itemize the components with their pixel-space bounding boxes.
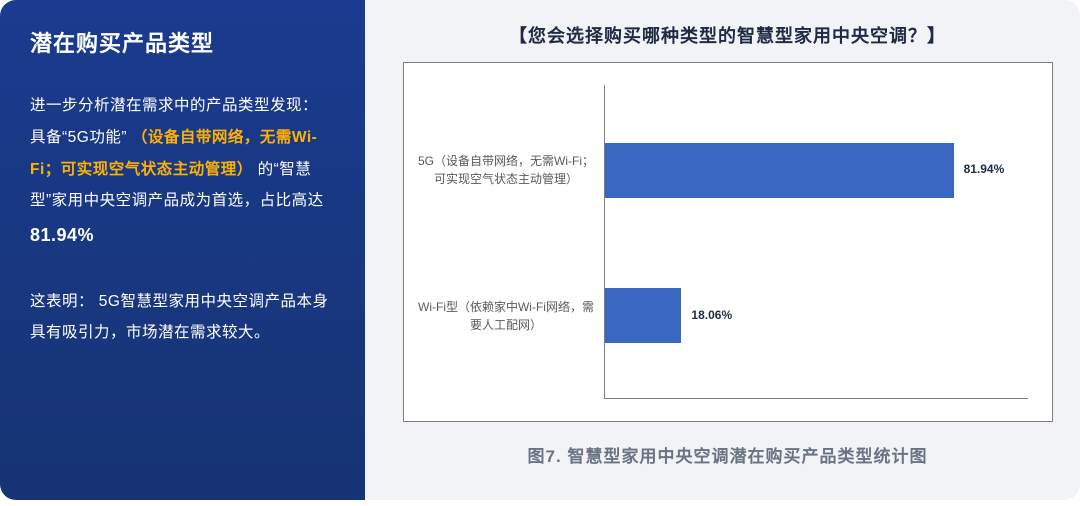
- side-title: 潜在购买产品类型: [30, 26, 339, 58]
- page: 潜在购买产品类型 进一步分析潜在需求中的产品类型发现： 具备“5G功能” （设备…: [0, 0, 1080, 500]
- chart-title: 【您会选择购买哪种类型的智慧型家用中央空调？】: [385, 22, 1070, 48]
- side-p1a: 进一步分析潜在需求中的产品类型发现：: [30, 97, 318, 114]
- side-p1b-pre: 具备“5G功能”: [30, 129, 127, 146]
- chart-box: 5G（设备自带网络，无需Wi-Fi；可实现空气状态主动管理） 81.94% Wi-F…: [403, 62, 1053, 422]
- chart-value-label: 18.06%: [691, 308, 732, 322]
- side-body: 进一步分析潜在需求中的产品类型发现： 具备“5G功能” （设备自带网络，无需Wi…: [30, 90, 339, 349]
- chart-value-label: 81.94%: [964, 162, 1005, 176]
- main-panel: 【您会选择购买哪种类型的智慧型家用中央空调？】 5G（设备自带网络，无需Wi-F…: [365, 0, 1080, 500]
- chart-category-label: 5G（设备自带网络，无需Wi-Fi；可实现空气状态主动管理）: [414, 152, 599, 188]
- chart-category-label: Wi-Fi型（依赖家中Wi-Fi网络，需要人工配网）: [414, 298, 599, 334]
- chart-bar: [605, 288, 682, 343]
- chart-caption: 图7. 智慧型家用中央空调潜在购买产品类型统计图: [385, 442, 1070, 467]
- side-p2: 这表明： 5G智慧型家用中央空调产品本身具有吸引力，市场潜在需求较大。: [30, 293, 329, 342]
- chart-bars: 5G（设备自带网络，无需Wi-Fi；可实现空气状态主动管理） 81.94% Wi-F…: [404, 63, 1052, 421]
- chart-bar: [605, 143, 954, 198]
- side-panel: 潜在购买产品类型 进一步分析潜在需求中的产品类型发现： 具备“5G功能” （设备…: [0, 0, 365, 500]
- side-p1b-big: 81.94%: [30, 225, 94, 245]
